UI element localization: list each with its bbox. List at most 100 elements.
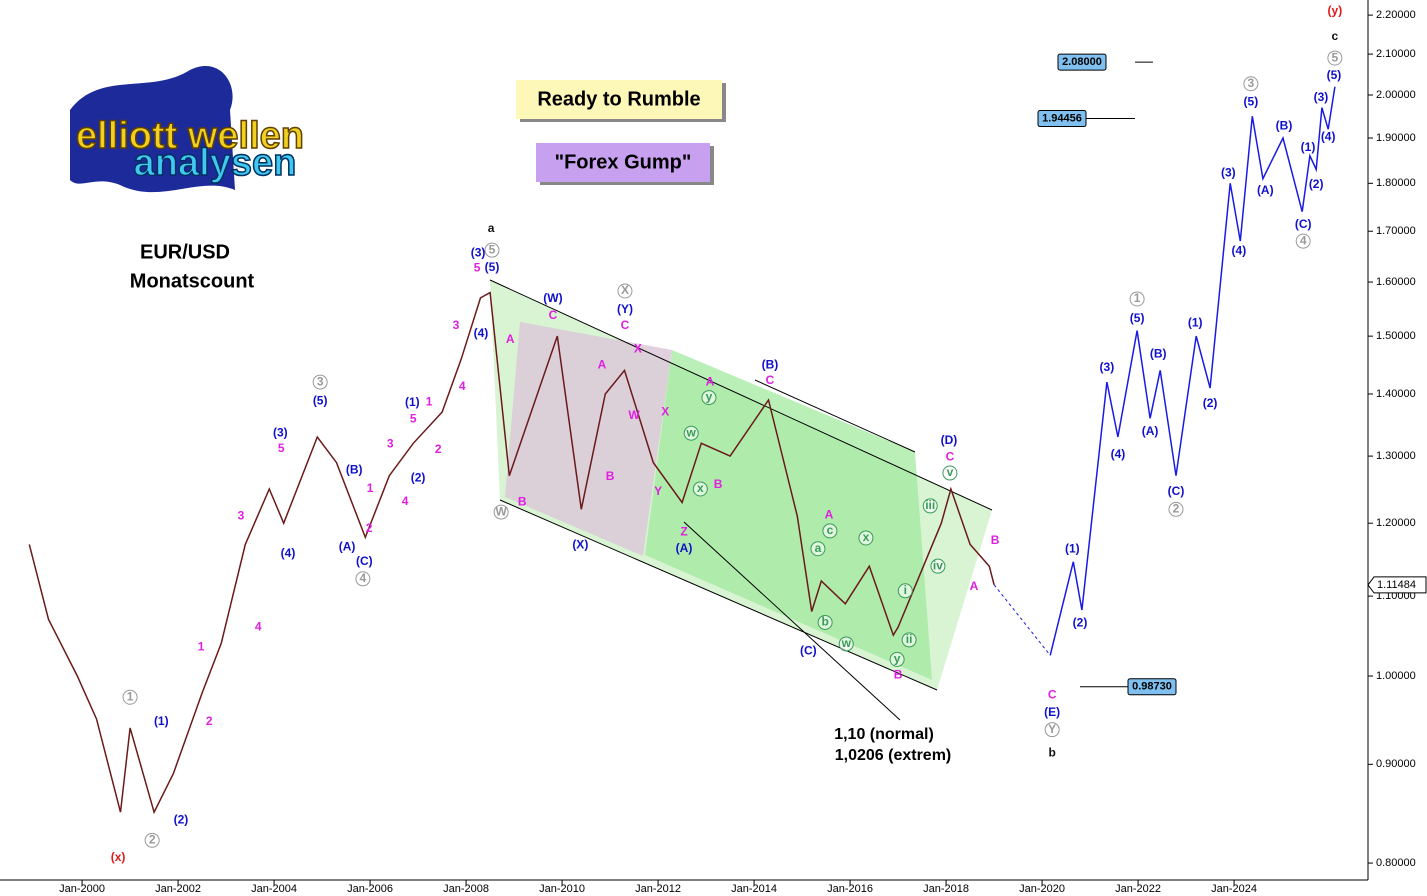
wave-label: x [863, 530, 870, 544]
y-tick-label: 1.20000 [1376, 517, 1416, 529]
x-tick-label: Jan-2018 [923, 883, 969, 895]
wave-circle [817, 614, 833, 630]
wave-label: c [827, 523, 834, 537]
wave-circle [1168, 501, 1184, 517]
wave-label: 5 [474, 261, 481, 275]
connector [993, 584, 1051, 656]
wave-circle [1129, 291, 1145, 307]
wave-label: (3) [1314, 90, 1329, 104]
x-tick-label: Jan-2012 [635, 883, 681, 895]
wave-label: A [506, 332, 515, 346]
wave-label: 4 [1300, 233, 1307, 247]
wave-label: (C) [800, 643, 817, 657]
wave-label: a [488, 221, 495, 235]
current-price-label: 1.11484 [1377, 579, 1416, 591]
wave-label: (5) [1244, 95, 1259, 109]
wave-label: (2) [1073, 615, 1088, 629]
wave-label: (4) [1321, 129, 1336, 143]
wave-label: (4) [474, 326, 489, 340]
wave-label: y [706, 390, 713, 404]
x-tick-label: Jan-2014 [731, 883, 777, 895]
price-box [1057, 53, 1107, 71]
wave-circle [1327, 50, 1343, 66]
wave-circle [922, 498, 938, 514]
zone [645, 350, 932, 680]
wave-circle [810, 541, 826, 557]
current-price-marker [1367, 576, 1427, 594]
wave-label: 4 [255, 619, 262, 633]
y-tick-label: 1.70000 [1376, 225, 1416, 237]
wave-label: 1 [367, 481, 374, 495]
box-text: "Forex Gump" [555, 151, 692, 173]
y-tick-label: 1.50000 [1376, 330, 1416, 342]
wave-label: C [621, 318, 630, 332]
wave-label: i [904, 583, 907, 597]
wave-circle [897, 583, 913, 599]
wave-label: 2 [149, 832, 156, 846]
wave-label: a [815, 541, 822, 555]
wave-circle [942, 465, 958, 481]
wave-label: Y [1048, 722, 1056, 736]
wave-label: C [1048, 688, 1057, 702]
wave-label: (B) [762, 357, 779, 371]
wave-label: (2) [411, 470, 426, 484]
wave-label: (X) [572, 537, 588, 551]
logo-flag [70, 65, 235, 193]
x-tick-label: Jan-2010 [539, 883, 585, 895]
wave-label: 5 [278, 441, 285, 455]
wave-label: 2 [435, 442, 442, 456]
wave-label: (4) [1232, 243, 1247, 257]
wave-circle [355, 571, 371, 587]
wave-label: (3) [471, 245, 486, 259]
wave-label: A [598, 357, 607, 371]
wave-label: 1 [426, 395, 433, 409]
wave-label: (C) [356, 554, 373, 568]
channel-line [499, 499, 938, 691]
x-tick-label: Jan-2008 [443, 883, 489, 895]
y-tick-label: 1.80000 [1376, 177, 1416, 189]
wave-label: 3 [238, 508, 245, 522]
wave-circle [901, 632, 917, 648]
wave-circle [484, 242, 500, 258]
wave-circle [822, 523, 838, 539]
wave-label: (D) [941, 433, 958, 447]
y-tick-label: 1.60000 [1376, 276, 1416, 288]
wave-label: (5) [1327, 68, 1342, 82]
wave-label: (W) [543, 291, 562, 305]
wave-label: w [841, 636, 852, 650]
wave-label: 4 [402, 494, 409, 508]
wave-label: Z [680, 524, 687, 538]
wave-label: 3 [1248, 76, 1255, 90]
wave-label: b [821, 615, 828, 629]
price-box-label: 2.08000 [1062, 56, 1102, 68]
wave-label: C [766, 373, 775, 387]
wave-circle [692, 481, 708, 497]
wave-label: b [1048, 745, 1055, 759]
note: 1,0206 (extrem) [835, 747, 952, 764]
wave-label: (A) [1257, 183, 1274, 197]
channel-line [489, 279, 993, 511]
wave-label: 2 [206, 714, 213, 728]
wave-circle [493, 504, 509, 520]
box [536, 143, 710, 182]
wave-label: (A) [1142, 424, 1159, 438]
wave-label: 5 [1332, 50, 1339, 64]
wave-label: (1) [405, 395, 420, 409]
wave-label: (3) [1221, 165, 1236, 179]
wave-circle [312, 374, 328, 390]
y-tick-label: 0.80000 [1376, 857, 1416, 869]
y-tick-label: 1.30000 [1376, 450, 1416, 462]
wave-circle [1044, 722, 1060, 738]
wave-label: B [518, 495, 527, 509]
wave-label: (1) [154, 714, 169, 728]
wave-circle [930, 558, 946, 574]
wave-label: 2 [366, 521, 373, 535]
wave-label: (5) [485, 260, 500, 274]
wave-label: (E) [1044, 705, 1060, 719]
wave-label: 1 [127, 689, 134, 703]
wave-label: B [991, 533, 1000, 547]
wave-label: v [947, 465, 954, 479]
wave-circle [122, 689, 138, 705]
wave-label: 5 [410, 412, 417, 426]
